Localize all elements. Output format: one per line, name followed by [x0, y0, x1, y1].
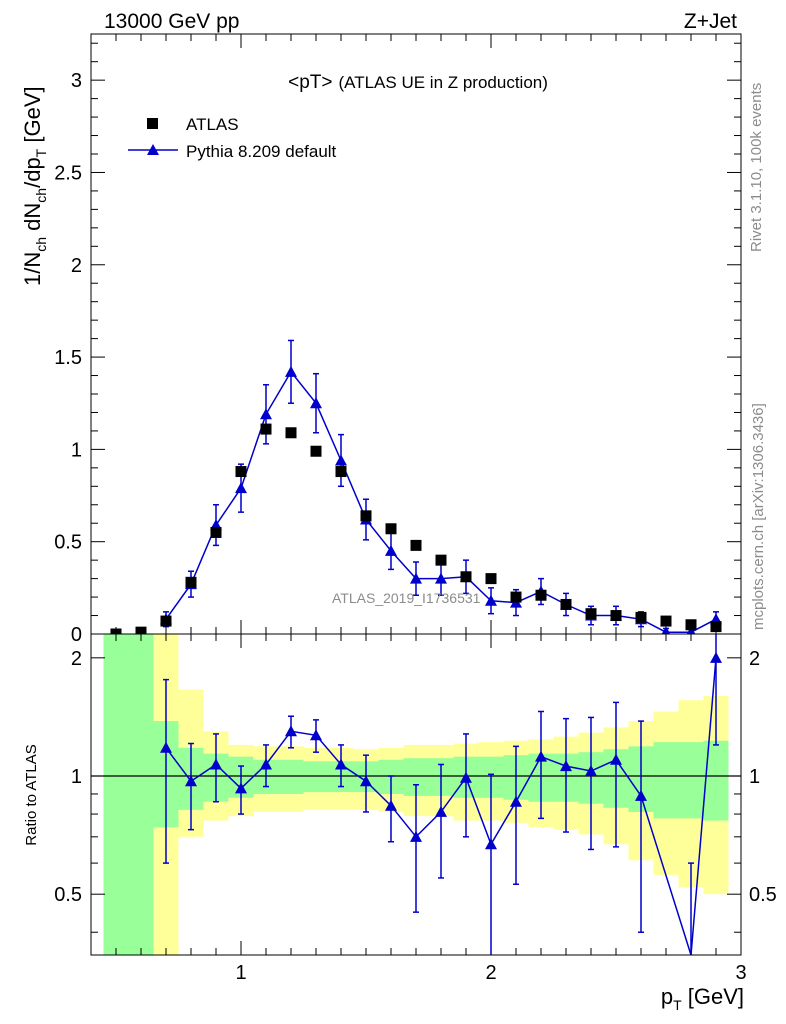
ratio-point: [460, 771, 472, 783]
data-point: [460, 571, 472, 583]
ratio-plot: 0.5 0.5 1 1 2 2 1 2 3: [54, 633, 777, 984]
main-ytick-label: 1: [71, 439, 82, 461]
data-point: [660, 615, 672, 627]
ratio-point: [285, 725, 297, 737]
analysis-label: ATLAS_2019_I1736531: [332, 590, 481, 606]
plot-title: <pT> (ATLAS UE in Z production): [288, 72, 548, 93]
data-point: [635, 611, 647, 623]
ratio-point: [410, 830, 422, 842]
main-ytick-label: 0: [71, 624, 82, 646]
plot-title-sub: (ATLAS UE in Z production): [338, 73, 547, 92]
ratio-point: [185, 775, 197, 787]
data-point: [235, 466, 247, 478]
data-point: [485, 573, 497, 585]
main-ytick-label: 2.5: [54, 162, 82, 184]
ratio-point: [485, 838, 497, 850]
data-point: [435, 554, 447, 566]
ratio-point: [160, 741, 172, 753]
ratio-point: [360, 775, 372, 787]
data-point: [260, 423, 272, 435]
main-ytick-label: 0.5: [54, 532, 82, 554]
ratio-point: [385, 799, 397, 811]
ratio-point: [510, 795, 522, 807]
main-plot: 0 0.5 1 1.5 2 2.5 3: [54, 33, 742, 646]
data-point: [710, 621, 722, 633]
main-ytick-label: 1.5: [54, 347, 82, 369]
legend: ATLAS Pythia 8.209 default: [128, 115, 337, 161]
legend-data-marker: [147, 118, 158, 129]
data-point: [410, 539, 422, 551]
data-point: [310, 445, 322, 457]
ratio-point: [535, 750, 547, 762]
data-point: [560, 598, 572, 610]
ratio-band-inner: [703, 740, 729, 821]
data-point: [535, 589, 547, 601]
ratio-ytick-label: 0.5: [54, 884, 82, 906]
mc-point: [235, 482, 247, 494]
rivet-label: Rivet 3.1.10, 100k events: [748, 83, 765, 252]
process-label: Z+Jet: [684, 10, 737, 33]
mc-point: [435, 572, 447, 584]
plot-title-main: <pT>: [288, 72, 332, 93]
ratio-series-line: [165, 657, 717, 956]
ratio-ytick-label-right: 0.5: [749, 884, 777, 906]
mcplots-label: mcplots.cern.ch [arXiv:1306.3436]: [750, 403, 767, 630]
ratio-point: [260, 758, 272, 770]
ratio-ylabel: Ratio to ATLAS: [23, 744, 40, 845]
data-point: [510, 591, 522, 603]
legend-mc-label: Pythia 8.209 default: [186, 142, 337, 161]
ratio-point: [235, 782, 247, 794]
mc-point: [285, 365, 297, 377]
ratio-point: [710, 651, 722, 663]
data-point: [610, 610, 622, 622]
ratio-xtick-label: 3: [735, 962, 746, 984]
data-point: [210, 526, 222, 538]
data-point: [185, 576, 197, 588]
ratio-xtick-label: 2: [485, 962, 496, 984]
ratio-point: [210, 758, 222, 770]
ratio-point: [435, 805, 447, 817]
mc-point: [385, 544, 397, 556]
mc-point: [335, 454, 347, 466]
data-point: [135, 626, 147, 638]
mc-point: [410, 572, 422, 584]
ratio-frame: [90, 633, 742, 956]
data-point: [160, 615, 172, 627]
ratio-point: [610, 753, 622, 765]
ratio-point: [335, 758, 347, 770]
energy-label: 13000 GeV pp: [104, 10, 239, 33]
ratio-xlabel: pT [GeV]: [661, 984, 744, 1013]
ratio-band-inner: [303, 761, 329, 793]
ratio-point: [635, 789, 647, 801]
ratio-point: [560, 760, 572, 772]
legend-data-label: ATLAS: [186, 115, 239, 134]
ratio-ytick-label: 2: [71, 648, 82, 670]
data-point: [335, 466, 347, 478]
ratio-band-inner: [103, 634, 154, 955]
ratio-point: [310, 729, 322, 741]
mc-point: [310, 397, 322, 409]
data-point: [585, 608, 597, 620]
ratio-ytick-label-right: 1: [749, 766, 760, 788]
data-point: [685, 619, 697, 631]
legend-mc-marker: [147, 144, 159, 155]
ratio-band-inner: [278, 759, 304, 794]
data-point: [385, 523, 397, 535]
ratio-point: [585, 764, 597, 776]
ratio-ytick-label-right: 2: [749, 648, 760, 670]
data-point: [285, 427, 297, 439]
ratio-band-inner: [678, 742, 704, 819]
mc-point: [260, 408, 272, 420]
main-ytick-label: 2: [71, 255, 82, 277]
ratio-xtick-label: 1: [235, 962, 246, 984]
mc-point: [485, 594, 497, 606]
data-point: [360, 510, 372, 522]
main-ytick-label: 3: [71, 70, 82, 92]
ratio-band-inner: [653, 742, 679, 819]
ratio-ytick-label: 1: [71, 766, 82, 788]
main-ylabel: 1/Nch dNch/dpT [GeV]: [20, 86, 49, 286]
